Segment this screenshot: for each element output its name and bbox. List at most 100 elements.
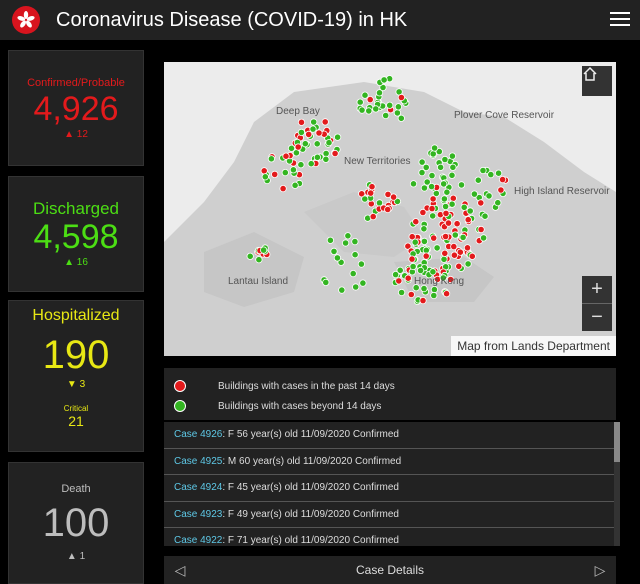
building-marker[interactable] <box>397 114 405 122</box>
building-marker[interactable] <box>349 270 357 278</box>
building-marker[interactable] <box>439 274 447 282</box>
menu-icon[interactable] <box>610 9 630 29</box>
building-marker[interactable] <box>442 290 451 298</box>
building-marker[interactable] <box>260 167 268 175</box>
building-marker[interactable] <box>267 155 276 163</box>
case-link[interactable]: Case 4923 <box>174 508 223 520</box>
building-marker[interactable] <box>428 205 436 213</box>
building-marker[interactable] <box>372 105 380 113</box>
building-marker[interactable] <box>460 203 468 211</box>
building-marker[interactable] <box>420 225 428 233</box>
building-marker[interactable] <box>419 208 427 217</box>
next-arrow-icon[interactable]: ▷ <box>594 562 606 578</box>
building-marker[interactable] <box>351 238 359 246</box>
building-marker[interactable] <box>396 266 404 274</box>
building-marker[interactable] <box>333 254 341 262</box>
building-marker[interactable] <box>430 291 438 300</box>
case-list[interactable]: Case 4926: F 56 year(s) old 11/09/2020 C… <box>164 422 614 546</box>
building-marker[interactable] <box>338 286 346 294</box>
building-marker[interactable] <box>315 129 323 137</box>
building-marker[interactable] <box>289 166 297 174</box>
building-marker[interactable] <box>449 194 457 202</box>
building-marker[interactable] <box>365 107 373 115</box>
home-button[interactable] <box>582 66 612 96</box>
building-marker[interactable] <box>322 155 330 163</box>
building-marker[interactable] <box>440 255 448 263</box>
building-marker[interactable] <box>398 288 406 297</box>
building-marker[interactable] <box>351 251 359 259</box>
building-marker[interactable] <box>494 199 502 207</box>
building-marker[interactable] <box>392 271 400 279</box>
scroll-thumb[interactable] <box>614 422 620 462</box>
building-marker[interactable] <box>420 237 428 245</box>
building-marker[interactable] <box>440 195 448 203</box>
building-marker[interactable] <box>313 140 321 148</box>
case-map[interactable]: Deep Bay Plover Cove Reservoir New Terri… <box>164 62 616 356</box>
building-marker[interactable] <box>411 238 419 246</box>
building-marker[interactable] <box>325 139 333 147</box>
building-marker[interactable] <box>352 283 360 291</box>
building-marker[interactable] <box>342 239 350 247</box>
case-link[interactable]: Case 4926 <box>174 429 223 440</box>
building-marker[interactable] <box>321 118 329 126</box>
building-marker[interactable] <box>429 150 437 158</box>
building-marker[interactable] <box>420 184 428 192</box>
building-marker[interactable] <box>449 163 457 171</box>
building-marker[interactable] <box>297 128 305 137</box>
building-marker[interactable] <box>287 144 296 152</box>
building-marker[interactable] <box>464 260 472 268</box>
building-marker[interactable] <box>420 285 428 293</box>
building-marker[interactable] <box>334 133 342 141</box>
building-marker[interactable] <box>382 111 390 120</box>
building-marker[interactable] <box>412 284 420 292</box>
building-marker[interactable] <box>309 125 317 133</box>
building-marker[interactable] <box>246 252 254 260</box>
building-marker[interactable] <box>261 173 269 181</box>
building-marker[interactable] <box>369 213 377 221</box>
list-item[interactable]: Case 4923: F 49 year(s) old 11/09/2020 C… <box>164 502 614 528</box>
building-marker[interactable] <box>305 130 313 139</box>
building-marker[interactable] <box>384 205 392 214</box>
building-marker[interactable] <box>464 216 472 224</box>
building-marker[interactable] <box>441 202 450 211</box>
building-marker[interactable] <box>366 95 374 104</box>
building-marker[interactable] <box>498 176 507 184</box>
building-marker[interactable] <box>481 212 489 220</box>
building-marker[interactable] <box>356 98 364 106</box>
building-marker[interactable] <box>418 169 426 177</box>
building-marker[interactable] <box>466 207 474 215</box>
list-item[interactable]: Case 4925: M 60 year(s) old 11/09/2020 C… <box>164 449 614 475</box>
building-marker[interactable] <box>394 103 402 111</box>
case-list-scrollbar[interactable] <box>614 422 620 546</box>
building-marker[interactable] <box>435 148 443 156</box>
building-marker[interactable] <box>384 190 392 198</box>
building-marker[interactable] <box>357 260 365 268</box>
building-marker[interactable] <box>255 256 263 264</box>
building-marker[interactable] <box>494 169 503 177</box>
prev-arrow-icon[interactable]: ◁ <box>174 562 186 578</box>
building-marker[interactable] <box>412 218 420 226</box>
building-marker[interactable] <box>429 268 437 276</box>
building-marker[interactable] <box>468 252 476 260</box>
building-marker[interactable] <box>485 192 493 200</box>
building-marker[interactable] <box>443 188 451 196</box>
building-marker[interactable] <box>297 161 305 169</box>
building-marker[interactable] <box>428 172 436 180</box>
building-marker[interactable] <box>430 234 438 242</box>
building-marker[interactable] <box>429 212 437 220</box>
building-marker[interactable] <box>279 185 287 193</box>
building-marker[interactable] <box>313 153 321 161</box>
building-marker[interactable] <box>453 220 461 228</box>
building-marker[interactable] <box>422 252 430 260</box>
building-marker[interactable] <box>423 178 431 186</box>
building-marker[interactable] <box>450 243 458 251</box>
building-marker[interactable] <box>344 232 352 240</box>
building-marker[interactable] <box>441 232 450 241</box>
building-marker[interactable] <box>271 170 279 179</box>
building-marker[interactable] <box>448 171 456 179</box>
building-marker[interactable] <box>395 277 403 285</box>
building-marker[interactable] <box>487 171 495 179</box>
building-marker[interactable] <box>430 286 438 294</box>
building-marker[interactable] <box>358 190 366 198</box>
building-marker[interactable] <box>448 152 456 160</box>
